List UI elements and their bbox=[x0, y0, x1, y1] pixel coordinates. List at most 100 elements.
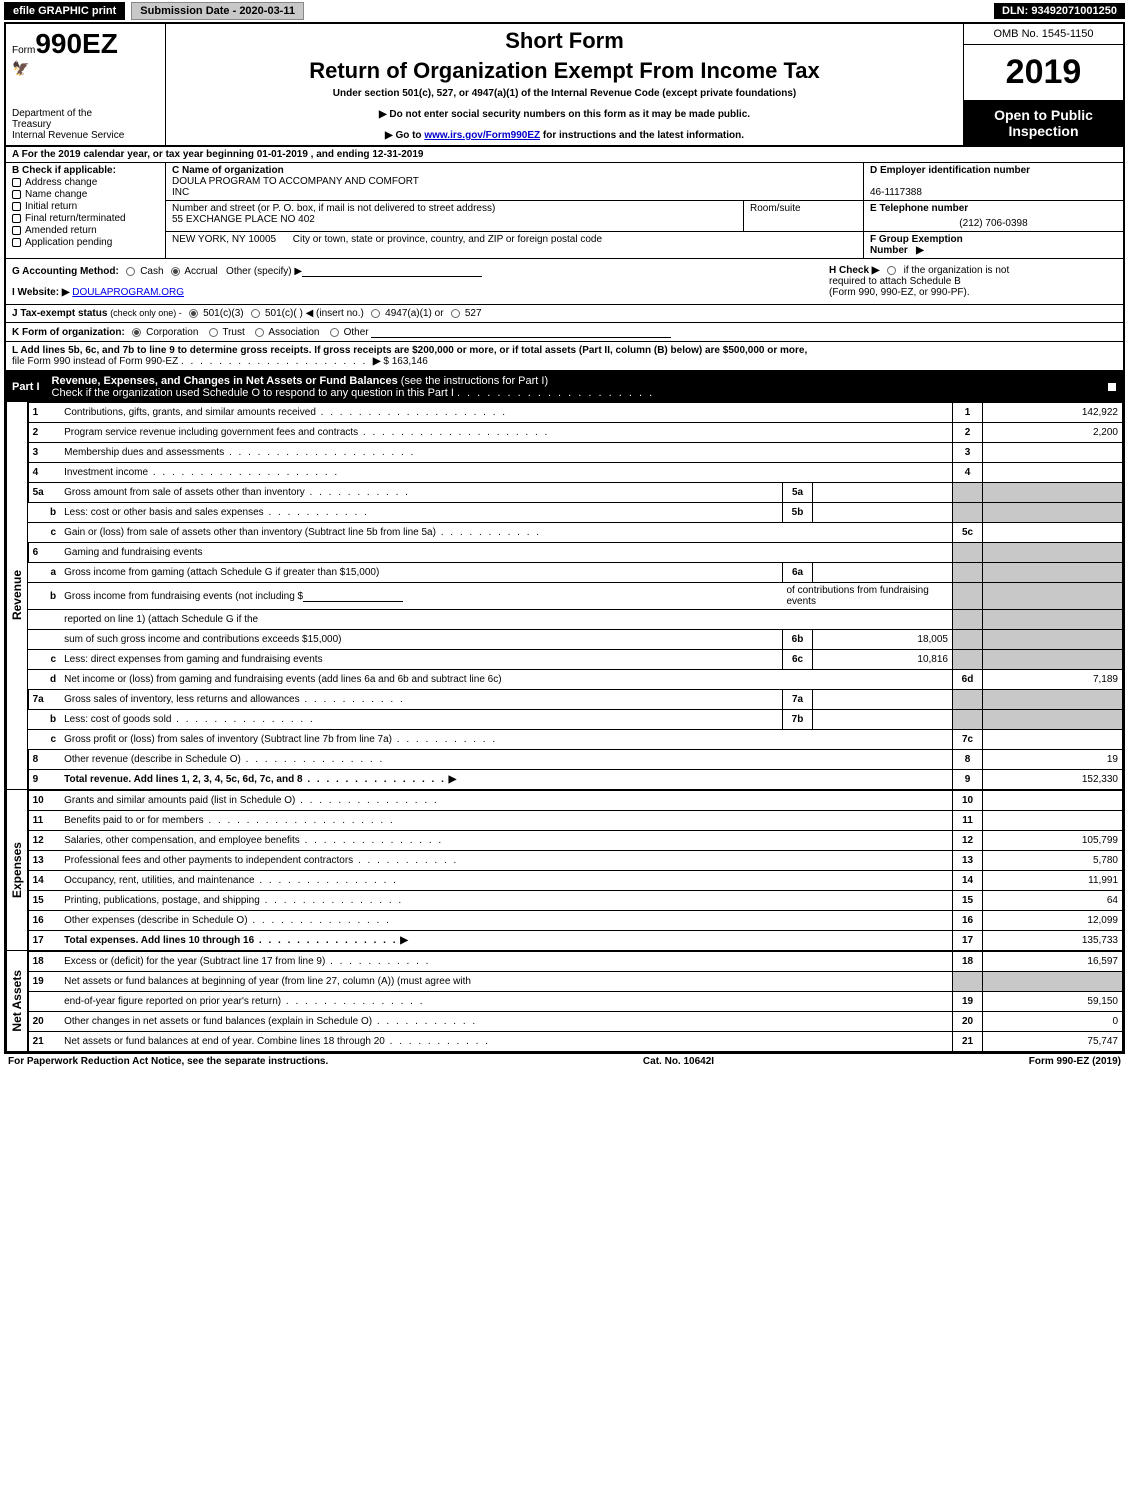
shade-cell bbox=[953, 503, 983, 523]
line-num: 10 bbox=[28, 791, 60, 811]
form-number: 990EZ bbox=[35, 28, 118, 59]
irs-link[interactable]: www.irs.gov/Form990EZ bbox=[424, 130, 540, 141]
efile-print-button[interactable]: efile GRAPHIC print bbox=[4, 2, 125, 20]
desc-text: Total revenue. Add lines 1, 2, 3, 4, 5c,… bbox=[64, 774, 302, 785]
line-rv: 5,780 bbox=[983, 851, 1123, 871]
other-org-field[interactable] bbox=[371, 326, 671, 338]
cash-label: Cash bbox=[140, 266, 163, 277]
subline: Under section 501(c), 527, or 4947(a)(1)… bbox=[176, 88, 953, 99]
line-10: 10 Grants and similar amounts paid (list… bbox=[28, 791, 1122, 811]
page-footer: For Paperwork Reduction Act Notice, see … bbox=[0, 1054, 1129, 1069]
short-form-title: Short Form bbox=[176, 28, 953, 54]
column-b-checkboxes: B Check if applicable: Address change Na… bbox=[6, 163, 166, 258]
line-6b-3: sum of such gross income and contributio… bbox=[28, 630, 1122, 650]
h-rest-2: required to attach Schedule B bbox=[829, 276, 961, 287]
line-5a: 5a Gross amount from sale of assets othe… bbox=[28, 483, 1122, 503]
addr-label: Number and street (or P. O. box, if mail… bbox=[172, 203, 495, 214]
line-6: 6 Gaming and fundraising events bbox=[28, 543, 1122, 563]
line-num bbox=[28, 992, 60, 1012]
dept-line-1: Department of the bbox=[12, 108, 159, 119]
header-left: Form990EZ 🦅 Department of the Treasury I… bbox=[6, 24, 166, 145]
column-cdef: C Name of organization DOULA PROGRAM TO … bbox=[166, 163, 1123, 258]
line-5c: c Gain or (loss) from sale of assets oth… bbox=[28, 523, 1122, 543]
submission-date-button[interactable]: Submission Date - 2020-03-11 bbox=[131, 2, 304, 20]
radio-527[interactable] bbox=[451, 309, 460, 318]
line-desc: Program service revenue including govern… bbox=[60, 423, 952, 443]
col-h-check: H Check ▶ if the organization is not req… bbox=[823, 259, 1123, 304]
chk-final-return[interactable]: Final return/terminated bbox=[12, 213, 159, 224]
ein-value: 46-1117388 bbox=[870, 187, 922, 198]
radio-other-org[interactable] bbox=[330, 328, 339, 337]
line-desc: Gross amount from sale of assets other t… bbox=[60, 483, 782, 503]
line-rn: 12 bbox=[953, 831, 983, 851]
desc-text: Excess or (deficit) for the year (Subtra… bbox=[64, 956, 325, 967]
radio-4947[interactable] bbox=[371, 309, 380, 318]
line-desc: Gross income from fundraising events (no… bbox=[60, 583, 782, 610]
room-label: Room/suite bbox=[750, 203, 801, 214]
desc-text: Other changes in net assets or fund bala… bbox=[64, 1016, 372, 1027]
other-specify-field[interactable] bbox=[302, 265, 482, 277]
radio-trust[interactable] bbox=[209, 328, 218, 337]
line-rn: 1 bbox=[953, 403, 983, 423]
line-6b-1: b Gross income from fundraising events (… bbox=[28, 583, 1122, 610]
line-7a: 7a Gross sales of inventory, less return… bbox=[28, 690, 1122, 710]
desc-text: Less: direct expenses from gaming and fu… bbox=[64, 654, 322, 665]
city-label: City or town, state or province, country… bbox=[293, 234, 602, 245]
radio-501c3[interactable] bbox=[189, 309, 198, 318]
footer-mid: Cat. No. 10642I bbox=[643, 1056, 714, 1067]
col-b-title: B Check if applicable: bbox=[12, 165, 159, 176]
line-desc: Gaming and fundraising events bbox=[60, 543, 952, 563]
line-desc: Net assets or fund balances at end of ye… bbox=[60, 1032, 952, 1052]
shade-cell bbox=[983, 583, 1123, 610]
line-desc: Benefits paid to or for members bbox=[60, 811, 952, 831]
schedule-o-checkbox[interactable] bbox=[1107, 382, 1117, 392]
line-rv: 59,150 bbox=[983, 992, 1123, 1012]
line-19a: 19 Net assets or fund balances at beginn… bbox=[28, 972, 1122, 992]
line-14: 14 Occupancy, rent, utilities, and maint… bbox=[28, 871, 1122, 891]
chk-name-change[interactable]: Name change bbox=[12, 189, 159, 200]
radio-501c[interactable] bbox=[251, 309, 260, 318]
dots-icon bbox=[255, 875, 398, 886]
part-1-header: Part I Revenue, Expenses, and Changes in… bbox=[6, 372, 1123, 402]
contrib-amount-field[interactable] bbox=[303, 590, 403, 602]
shade-cell bbox=[953, 630, 983, 650]
line-rv bbox=[983, 730, 1123, 750]
shade-cell bbox=[953, 483, 983, 503]
dots-icon bbox=[316, 407, 507, 418]
checkbox-icon bbox=[12, 214, 21, 223]
radio-corporation[interactable] bbox=[132, 328, 141, 337]
desc-text: Other revenue (describe in Schedule O) bbox=[64, 754, 241, 765]
chk-initial-return[interactable]: Initial return bbox=[12, 201, 159, 212]
line-num: 20 bbox=[28, 1012, 60, 1032]
radio-h[interactable] bbox=[887, 266, 896, 275]
line-desc: sum of such gross income and contributio… bbox=[60, 630, 782, 650]
revenue-label: Revenue bbox=[10, 570, 24, 620]
radio-association[interactable] bbox=[255, 328, 264, 337]
cell-room: Room/suite bbox=[743, 201, 863, 231]
line-20: 20 Other changes in net assets or fund b… bbox=[28, 1012, 1122, 1032]
chk-amended-return[interactable]: Amended return bbox=[12, 225, 159, 236]
radio-accrual[interactable] bbox=[171, 267, 180, 276]
chk-label: Application pending bbox=[25, 237, 112, 248]
shade-cell bbox=[983, 630, 1123, 650]
line-desc: Gross sales of inventory, less returns a… bbox=[60, 690, 782, 710]
dots-icon bbox=[436, 527, 541, 538]
line-desc: Less: direct expenses from gaming and fu… bbox=[60, 650, 782, 670]
chk-label: Amended return bbox=[25, 225, 97, 236]
line-desc: Other changes in net assets or fund bala… bbox=[60, 1012, 952, 1032]
line-11: 11 Benefits paid to or for members 11 bbox=[28, 811, 1122, 831]
desc-text: Less: cost or other basis and sales expe… bbox=[64, 507, 264, 518]
addr-value: 55 EXCHANGE PLACE NO 402 bbox=[172, 214, 315, 225]
chk-address-change[interactable]: Address change bbox=[12, 177, 159, 188]
website-link[interactable]: DOULAPROGRAM.ORG bbox=[72, 287, 184, 298]
line-desc: Net assets or fund balances at beginning… bbox=[60, 972, 952, 992]
c-label: C Name of organization bbox=[172, 165, 284, 176]
radio-cash[interactable] bbox=[126, 267, 135, 276]
row-l-gross-receipts: L Add lines 5b, 6c, and 7b to line 9 to … bbox=[6, 342, 1123, 372]
revenue-section: Revenue 1 Contributions, gifts, grants, … bbox=[6, 402, 1123, 790]
dept-line-2: Treasury bbox=[12, 119, 159, 130]
dots-icon bbox=[148, 467, 339, 478]
chk-application-pending[interactable]: Application pending bbox=[12, 237, 159, 248]
row-k-form-org: K Form of organization: Corporation Trus… bbox=[6, 323, 1123, 342]
line-num: 21 bbox=[28, 1032, 60, 1052]
